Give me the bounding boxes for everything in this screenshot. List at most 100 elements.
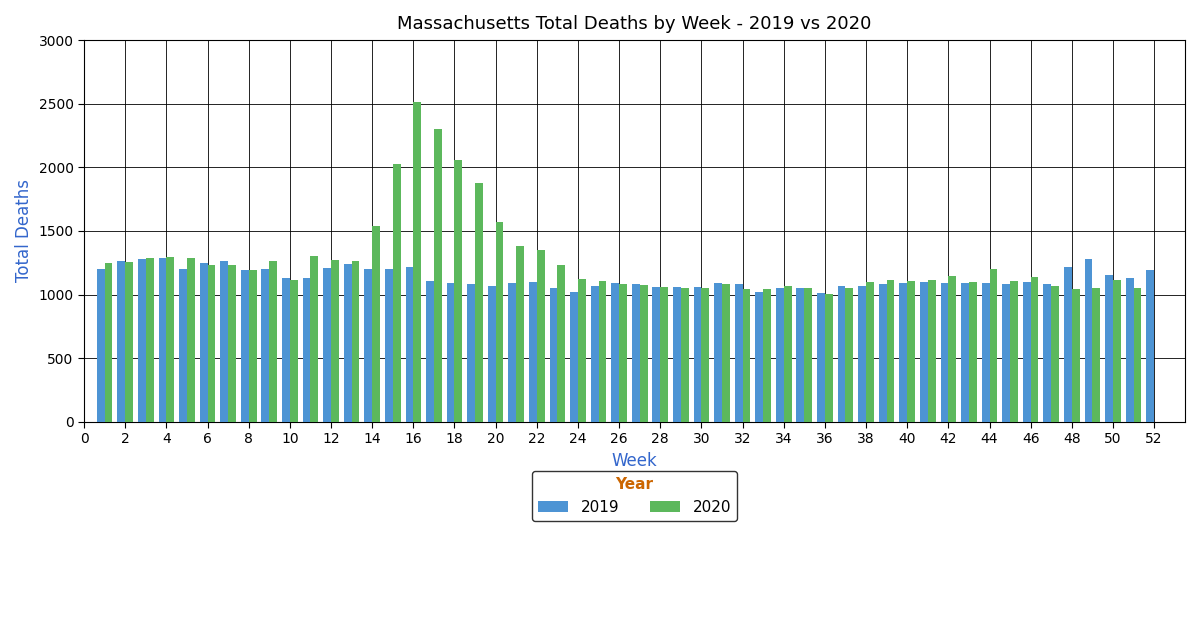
Bar <box>446 283 455 422</box>
Bar <box>104 263 113 422</box>
Bar <box>241 270 248 422</box>
Bar <box>496 222 504 422</box>
Bar <box>509 283 516 422</box>
Bar <box>413 102 421 422</box>
Bar <box>199 263 208 422</box>
Bar <box>516 246 524 422</box>
Bar <box>146 258 154 422</box>
Bar <box>179 269 187 422</box>
Bar <box>702 288 709 422</box>
Bar <box>488 286 496 422</box>
Bar <box>653 287 660 422</box>
Bar <box>550 288 557 422</box>
Bar <box>797 288 804 422</box>
Bar <box>755 292 763 422</box>
Bar <box>599 280 606 422</box>
Bar <box>1112 280 1121 422</box>
Y-axis label: Total Deaths: Total Deaths <box>14 179 32 282</box>
Bar <box>221 261 228 422</box>
Bar <box>343 264 352 422</box>
Bar <box>673 287 680 422</box>
Bar <box>776 288 784 422</box>
X-axis label: Week: Week <box>612 451 658 470</box>
Bar <box>385 269 392 422</box>
Bar <box>817 293 824 422</box>
Bar <box>578 279 586 422</box>
Bar <box>138 259 146 422</box>
Bar <box>743 289 750 422</box>
Bar <box>948 276 956 422</box>
Bar <box>467 285 475 422</box>
Bar <box>97 269 104 422</box>
Bar <box>866 282 874 422</box>
Bar <box>269 261 277 422</box>
Bar <box>619 285 626 422</box>
Bar <box>1134 288 1141 422</box>
Bar <box>1051 287 1060 422</box>
Bar <box>1022 282 1031 422</box>
Bar <box>118 261 125 422</box>
Bar <box>282 278 290 422</box>
Bar <box>920 282 928 422</box>
Bar <box>426 280 434 422</box>
Title: Massachusetts Total Deaths by Week - 2019 vs 2020: Massachusetts Total Deaths by Week - 201… <box>397 15 871 33</box>
Bar <box>1064 266 1072 422</box>
Bar <box>632 285 640 422</box>
Bar <box>1105 275 1112 422</box>
Bar <box>1092 288 1100 422</box>
Bar <box>125 262 133 422</box>
Bar <box>1072 290 1080 422</box>
Bar <box>680 288 689 422</box>
Bar <box>475 182 482 422</box>
Bar <box>311 256 318 422</box>
Bar <box>858 286 866 422</box>
Bar <box>907 280 916 422</box>
Bar <box>570 292 578 422</box>
Bar <box>928 280 936 422</box>
Bar <box>529 282 536 422</box>
Bar <box>899 283 907 422</box>
Bar <box>365 269 372 422</box>
Bar <box>331 260 338 422</box>
Legend: 2019, 2020: 2019, 2020 <box>532 471 737 521</box>
Bar <box>824 294 833 422</box>
Bar <box>167 257 174 422</box>
Bar <box>406 266 413 422</box>
Bar <box>590 286 599 422</box>
Bar <box>1010 281 1018 422</box>
Bar <box>262 269 269 422</box>
Bar <box>734 285 743 422</box>
Bar <box>455 160 462 422</box>
Bar <box>187 258 194 422</box>
Bar <box>228 265 236 422</box>
Bar <box>640 285 648 422</box>
Bar <box>1085 259 1092 422</box>
Bar <box>392 164 401 422</box>
Bar <box>784 286 792 422</box>
Bar <box>290 280 298 422</box>
Bar <box>352 261 360 422</box>
Bar <box>961 283 968 422</box>
Bar <box>208 265 215 422</box>
Bar <box>248 270 257 422</box>
Bar <box>434 129 442 422</box>
Bar <box>323 268 331 422</box>
Bar <box>714 283 722 422</box>
Bar <box>557 265 565 422</box>
Bar <box>536 250 545 422</box>
Bar <box>990 269 997 422</box>
Bar <box>302 278 311 422</box>
Bar <box>804 288 812 422</box>
Bar <box>878 285 887 422</box>
Bar <box>1031 277 1038 422</box>
Bar <box>1146 270 1154 422</box>
Bar <box>722 285 730 422</box>
Bar <box>1126 278 1134 422</box>
Bar <box>1002 285 1010 422</box>
Bar <box>838 286 846 422</box>
Bar <box>694 287 702 422</box>
Bar <box>763 290 770 422</box>
Bar <box>846 288 853 422</box>
Bar <box>158 258 167 422</box>
Bar <box>660 287 668 422</box>
